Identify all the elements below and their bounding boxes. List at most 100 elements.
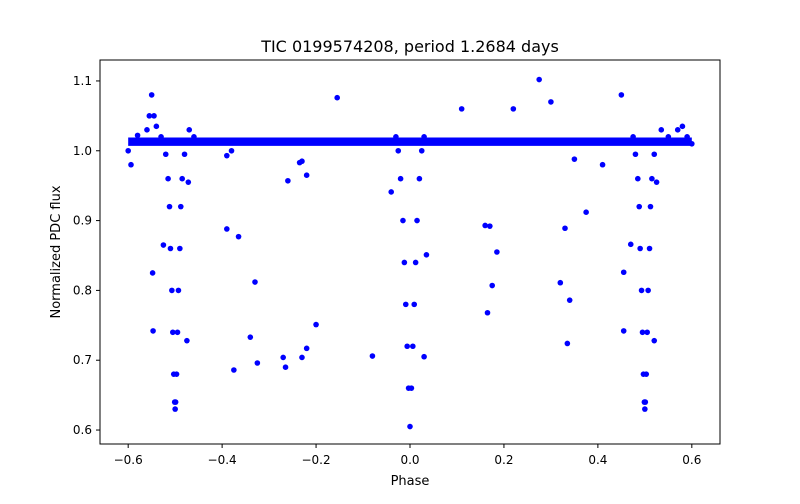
x-tick-label: 0.0 xyxy=(400,453,419,467)
data-point xyxy=(408,385,415,391)
data-point xyxy=(186,127,193,133)
data-point xyxy=(421,134,427,140)
data-point xyxy=(149,270,156,276)
data-point xyxy=(649,175,655,182)
y-tick-label: 0.7 xyxy=(73,353,92,367)
data-point xyxy=(162,151,169,158)
x-axis-label: Phase xyxy=(391,474,430,489)
data-point xyxy=(160,242,167,248)
data-point xyxy=(369,353,376,359)
y-tick-label: 0.6 xyxy=(73,423,92,437)
y-axis-label: Normalized PDC flux xyxy=(49,185,64,318)
data-point xyxy=(482,222,488,229)
data-point xyxy=(160,139,167,146)
data-point xyxy=(224,152,230,159)
data-point xyxy=(423,251,430,258)
data-point xyxy=(414,217,420,224)
data-point xyxy=(401,259,408,266)
data-point xyxy=(173,371,180,377)
data-point xyxy=(642,399,649,405)
data-point xyxy=(169,287,175,294)
data-point xyxy=(645,287,651,294)
data-point xyxy=(166,203,173,210)
data-point xyxy=(620,269,627,276)
data-point xyxy=(148,92,155,98)
x-tick-label: −0.6 xyxy=(114,453,143,467)
data-point xyxy=(571,156,578,162)
data-point xyxy=(489,282,495,289)
data-point xyxy=(153,123,160,130)
data-point xyxy=(548,99,554,105)
data-point xyxy=(689,140,695,147)
data-point xyxy=(165,175,171,182)
data-point xyxy=(636,203,643,210)
data-point xyxy=(231,367,237,373)
chart-title: TIC 0199574208, period 1.2684 days xyxy=(260,37,559,56)
data-point xyxy=(181,151,188,158)
data-point xyxy=(416,175,423,182)
data-point xyxy=(407,423,413,430)
data-point xyxy=(618,92,625,98)
data-point xyxy=(125,147,131,154)
data-point xyxy=(637,245,643,252)
data-point xyxy=(418,147,425,154)
data-point xyxy=(458,106,465,112)
data-point xyxy=(400,217,406,224)
y-axis: 0.6 0.7 0.8 0.9 1.0 1.1 xyxy=(73,74,100,437)
data-point xyxy=(395,147,402,154)
data-point xyxy=(630,134,636,140)
data-point xyxy=(393,134,399,140)
data-point xyxy=(158,134,164,140)
data-point xyxy=(421,353,427,360)
x-axis: −0.6 −0.4 −0.2 0.0 0.2 0.4 0.6 xyxy=(114,444,701,467)
data-point xyxy=(184,139,190,146)
data-point xyxy=(179,175,185,182)
data-point xyxy=(564,340,571,347)
data-point xyxy=(651,337,658,344)
x-tick-label: −0.4 xyxy=(208,453,237,467)
data-point xyxy=(557,279,564,286)
data-point xyxy=(487,223,493,229)
data-point xyxy=(679,123,686,130)
y-tick-label: 1.0 xyxy=(73,144,92,158)
data-point xyxy=(313,321,319,328)
data-point xyxy=(627,241,634,248)
data-point xyxy=(638,287,645,294)
data-point xyxy=(510,106,517,112)
data-point xyxy=(684,134,690,140)
data-point xyxy=(644,329,650,336)
data-point xyxy=(303,172,310,178)
data-point xyxy=(494,249,500,255)
data-point xyxy=(642,406,648,412)
x-tick-label: −0.2 xyxy=(301,453,330,467)
data-point xyxy=(172,406,178,412)
data-point xyxy=(252,279,258,285)
data-point xyxy=(150,328,156,334)
data-point xyxy=(228,147,235,154)
data-point xyxy=(388,189,395,195)
data-point xyxy=(175,287,182,294)
data-point xyxy=(653,139,660,146)
data-point xyxy=(566,297,573,303)
data-point xyxy=(643,371,650,377)
y-tick-label: 1.1 xyxy=(73,74,92,88)
data-point xyxy=(184,337,190,344)
data-point xyxy=(484,309,491,316)
data-point xyxy=(235,233,242,240)
data-point xyxy=(299,354,305,361)
data-point xyxy=(191,134,197,140)
data-point xyxy=(632,151,639,158)
data-point xyxy=(151,113,157,119)
data-point xyxy=(635,175,641,182)
data-point xyxy=(282,364,289,371)
data-point xyxy=(177,245,183,252)
data-point xyxy=(224,226,230,232)
data-point xyxy=(402,301,409,308)
data-point xyxy=(146,113,153,119)
data-point xyxy=(620,328,627,334)
data-point xyxy=(583,209,589,216)
data-point xyxy=(285,177,291,184)
data-point xyxy=(303,345,310,352)
data-point xyxy=(647,203,654,210)
